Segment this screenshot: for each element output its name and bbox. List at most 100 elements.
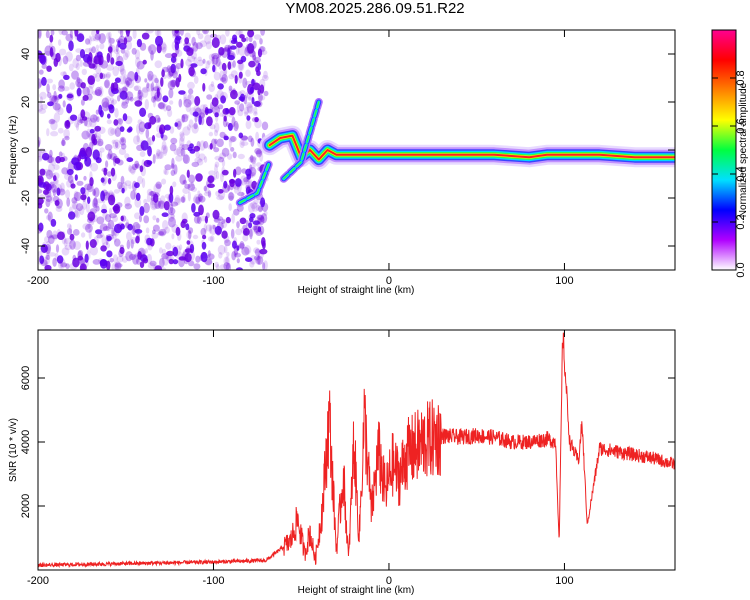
noise-blob — [99, 259, 108, 269]
noise-blob — [132, 254, 139, 265]
noise-blob — [245, 119, 252, 130]
noise-blob — [101, 234, 106, 246]
noise-blob — [39, 96, 43, 104]
noise-blob — [107, 44, 116, 53]
noise-blob — [94, 86, 103, 97]
noise-blob — [228, 203, 232, 212]
noise-blob — [169, 185, 174, 196]
noise-blob — [224, 239, 231, 247]
noise-blob — [198, 194, 203, 203]
noise-blob — [191, 124, 199, 134]
noise-blob — [238, 61, 244, 71]
noise-blob — [154, 265, 163, 270]
noise-blob — [231, 251, 237, 261]
noise-blob — [198, 204, 204, 216]
noise-blob — [93, 236, 99, 246]
noise-blob — [87, 196, 91, 204]
noise-blob — [113, 49, 120, 55]
noise-blob — [193, 263, 201, 270]
noise-blob — [231, 213, 235, 224]
noise-blob — [106, 223, 112, 232]
noise-blob — [65, 263, 70, 269]
noise-blob — [172, 259, 179, 265]
noise-blob — [57, 127, 64, 134]
noise-blob — [80, 264, 85, 270]
noise-blob — [152, 97, 156, 108]
noise-blob — [245, 184, 251, 191]
noise-blob — [89, 114, 98, 123]
noise-blob — [84, 117, 93, 128]
noise-blob — [221, 169, 229, 176]
colorbar-label: Normalized spectral amplitude — [738, 82, 749, 217]
noise-blob — [77, 82, 82, 88]
noise-blob — [172, 53, 178, 65]
noise-blob — [251, 202, 260, 212]
noise-blob — [217, 104, 224, 110]
noise-blob — [76, 203, 84, 212]
snr-y-label: SNR (10 * v/v) — [8, 418, 19, 482]
noise-blob — [236, 102, 240, 113]
noise-blob — [184, 252, 192, 263]
noise-blob — [107, 113, 111, 119]
noise-blob — [72, 203, 78, 211]
noise-blob — [118, 249, 124, 258]
noise-blob — [217, 51, 222, 58]
noise-blob — [160, 195, 166, 205]
noise-blob — [233, 237, 238, 245]
noise-blob — [260, 30, 265, 36]
noise-blob — [180, 196, 185, 203]
noise-blob — [51, 95, 59, 105]
noise-blob — [134, 163, 141, 169]
noise-blob — [175, 245, 181, 256]
noise-blob — [211, 37, 220, 49]
noise-blob — [98, 33, 106, 44]
noise-blob — [81, 130, 90, 140]
noise-blob — [217, 83, 224, 90]
noise-blob — [250, 201, 258, 209]
noise-blob — [112, 139, 121, 150]
noise-blob — [195, 151, 200, 159]
noise-blob — [168, 70, 174, 78]
noise-blob — [41, 76, 47, 86]
noise-blob — [101, 208, 108, 214]
noise-blob — [139, 261, 145, 268]
noise-blob — [80, 82, 86, 89]
noise-blob — [47, 211, 53, 222]
noise-blob — [247, 43, 255, 54]
noise-blob — [216, 138, 224, 148]
noise-blob — [87, 211, 96, 222]
noise-blob — [80, 232, 86, 238]
noise-blob — [58, 39, 62, 46]
noise-blob — [204, 184, 210, 194]
noise-blob — [38, 251, 43, 257]
noise-blob — [130, 239, 134, 249]
noise-blob — [161, 140, 167, 151]
noise-blob — [77, 113, 83, 122]
noise-blob — [248, 156, 257, 163]
noise-blob — [216, 264, 220, 270]
noise-blob — [204, 215, 208, 224]
noise-blob — [219, 264, 228, 270]
noise-blob — [246, 103, 253, 113]
noise-blob — [81, 68, 88, 76]
noise-blob — [226, 251, 230, 257]
noise-blob — [145, 30, 154, 34]
noise-blob — [104, 144, 113, 151]
noise-blob — [61, 30, 68, 36]
noise-blob — [119, 246, 125, 255]
noise-blob — [125, 40, 132, 51]
noise-blob — [194, 96, 201, 106]
noise-blob — [193, 122, 198, 130]
noise-blob — [234, 100, 241, 105]
y-tick-label: 20 — [20, 96, 32, 108]
noise-blob — [185, 223, 190, 231]
noise-blob — [151, 96, 156, 103]
noise-blob — [219, 91, 228, 101]
noise-blob — [169, 100, 174, 105]
noise-blob — [195, 173, 203, 182]
noise-blob — [92, 90, 98, 96]
noise-blob — [48, 163, 55, 173]
noise-blob — [178, 143, 185, 151]
noise-blob — [74, 119, 80, 128]
noise-blob — [38, 152, 42, 158]
